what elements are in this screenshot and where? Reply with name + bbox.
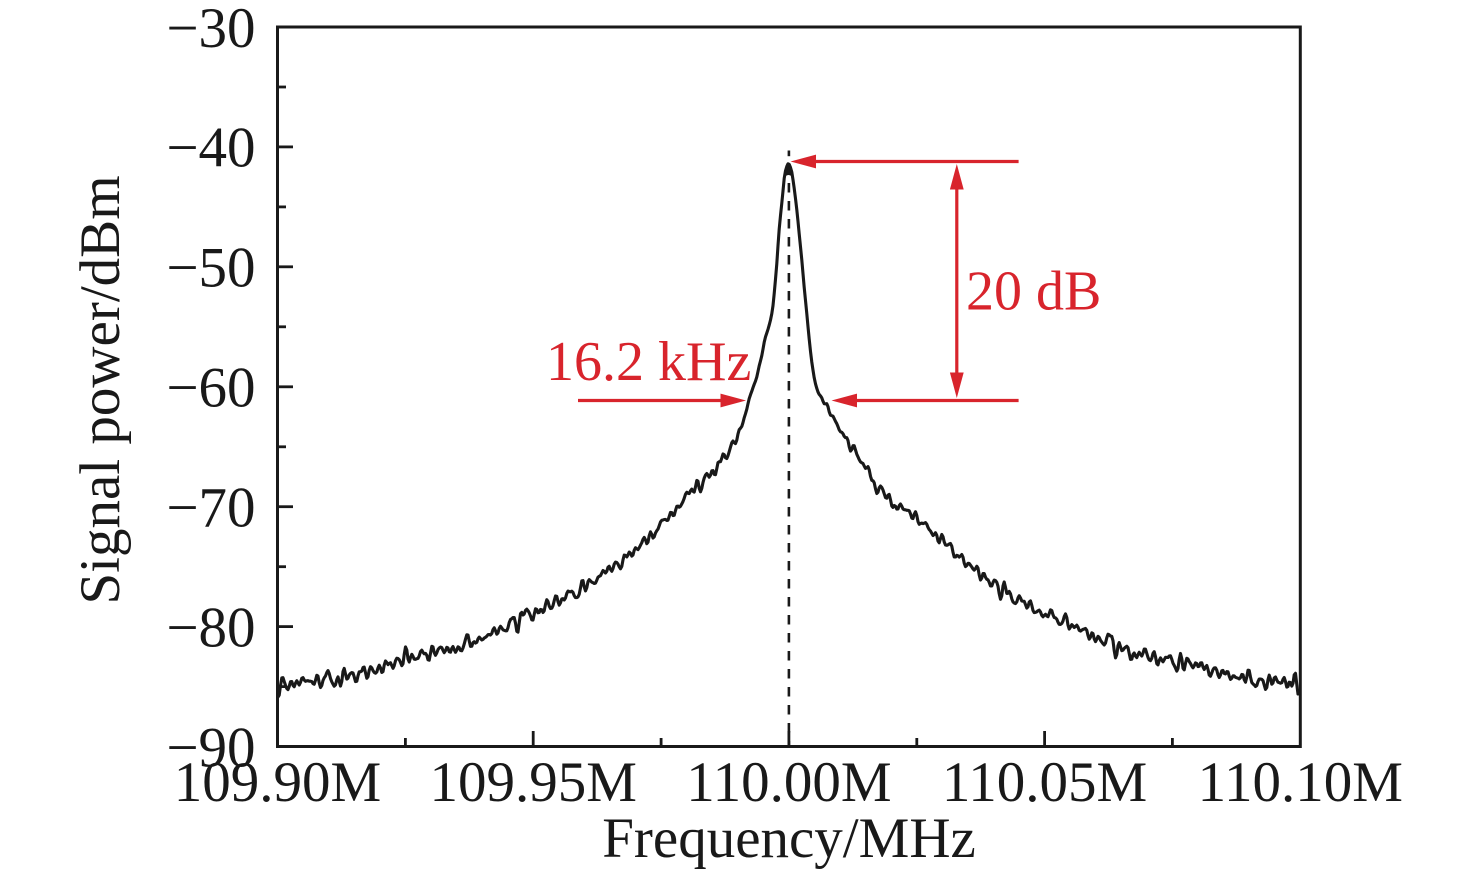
svg-text:−70: −70	[166, 477, 255, 540]
svg-text:−80: −80	[166, 596, 255, 659]
svg-text:110.05M: 110.05M	[942, 751, 1147, 814]
svg-text:−40: −40	[166, 117, 255, 180]
svg-text:Frequency/MHz: Frequency/MHz	[602, 807, 976, 870]
svg-text:Signal power/dBm: Signal power/dBm	[69, 175, 132, 604]
svg-text:−30: −30	[166, 0, 255, 60]
svg-text:16.2 kHz: 16.2 kHz	[546, 331, 751, 393]
svg-text:110.00M: 110.00M	[686, 751, 891, 814]
svg-text:110.10M: 110.10M	[1198, 751, 1403, 814]
svg-text:20 dB: 20 dB	[966, 261, 1101, 323]
svg-text:−90: −90	[166, 716, 255, 779]
svg-text:109.90M: 109.90M	[174, 751, 381, 814]
svg-text:−60: −60	[166, 357, 255, 420]
svg-text:109.95M: 109.95M	[429, 751, 636, 814]
svg-text:−50: −50	[166, 237, 255, 300]
